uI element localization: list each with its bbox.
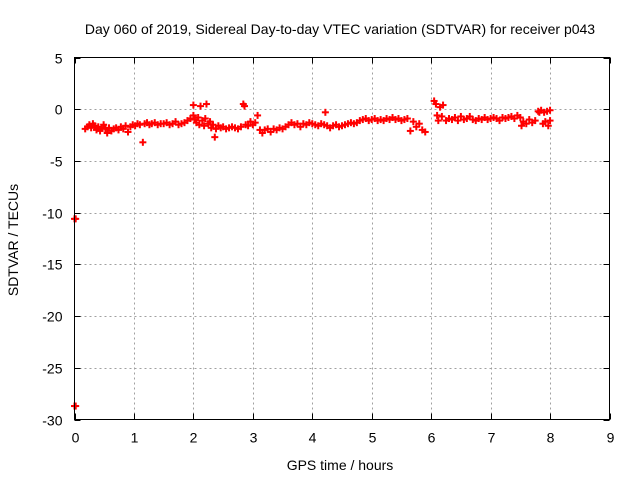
y-tick-label: 5 — [55, 51, 63, 67]
x-tick-label: 0 — [72, 430, 80, 446]
x-tick-label: 7 — [488, 430, 496, 446]
data-point — [439, 101, 447, 109]
data-point — [200, 122, 208, 130]
y-tick-label: 0 — [55, 102, 63, 118]
data-point — [433, 111, 441, 119]
x-tick-label: 4 — [309, 430, 317, 446]
x-axis-tick-labels: 0 1 2 3 4 5 6 7 8 9 — [72, 430, 615, 446]
data-point — [541, 118, 549, 126]
data-point — [136, 121, 144, 129]
data-point — [544, 122, 552, 130]
data-point — [403, 115, 411, 123]
data-point — [251, 119, 259, 127]
data-point — [531, 117, 539, 125]
data-point — [87, 124, 95, 132]
data-point — [209, 121, 217, 129]
y-tick-label: -25 — [42, 361, 62, 377]
x-tick-label: 3 — [250, 430, 258, 446]
x-tick-label: 9 — [607, 430, 615, 446]
data-point — [409, 118, 417, 126]
x-axis-label: GPS time / hours — [287, 457, 394, 473]
data-point — [516, 113, 524, 121]
plot-frame — [74, 57, 610, 420]
data-point — [124, 128, 132, 136]
data-point — [189, 111, 197, 119]
data-point — [189, 101, 197, 109]
data-point — [194, 113, 202, 121]
data-point — [432, 100, 440, 108]
data-point — [101, 125, 109, 133]
data-points — [71, 97, 554, 410]
y-tick-label: -5 — [50, 154, 63, 170]
data-point — [201, 115, 209, 123]
data-point — [241, 102, 249, 110]
data-point — [415, 120, 423, 128]
data-point — [72, 215, 80, 223]
chart-title: Day 060 of 2019, Sidereal Day-to-day VTE… — [85, 21, 595, 37]
y-axis-tick-labels: 5 0 -5 -10 -15 -20 -25 -30 — [42, 51, 62, 429]
data-point — [522, 120, 530, 128]
x-tick-label: 5 — [369, 430, 377, 446]
data-point — [237, 123, 245, 131]
data-point — [454, 117, 462, 125]
data-point — [72, 402, 80, 410]
grid-lines — [74, 57, 610, 420]
data-point — [211, 133, 219, 141]
data-point — [518, 122, 526, 130]
data-point — [321, 108, 329, 116]
y-axis-label: SDTVAR / TECUs — [5, 184, 21, 296]
x-tick-label: 1 — [131, 430, 139, 446]
data-point — [195, 121, 203, 129]
data-point — [197, 102, 205, 110]
data-point — [406, 127, 414, 135]
data-point — [254, 111, 262, 119]
x-tick-label: 6 — [428, 430, 436, 446]
data-point — [434, 117, 442, 125]
data-point — [139, 138, 147, 146]
y-tick-label: -30 — [42, 413, 62, 429]
y-tick-label: -20 — [42, 309, 62, 325]
data-point — [244, 122, 252, 130]
data-point — [100, 121, 108, 129]
data-point — [421, 128, 429, 136]
data-point — [546, 117, 554, 125]
data-point — [122, 122, 130, 130]
axis-ticks — [74, 57, 611, 421]
data-point — [438, 112, 446, 120]
data-point — [103, 129, 111, 137]
x-tick-label: 2 — [190, 430, 198, 446]
x-tick-label: 8 — [547, 430, 555, 446]
data-point — [202, 100, 210, 108]
data-point — [546, 106, 554, 114]
data-point — [91, 122, 99, 130]
y-tick-label: -10 — [42, 206, 62, 222]
y-tick-label: -15 — [42, 257, 62, 273]
data-point — [94, 123, 102, 131]
